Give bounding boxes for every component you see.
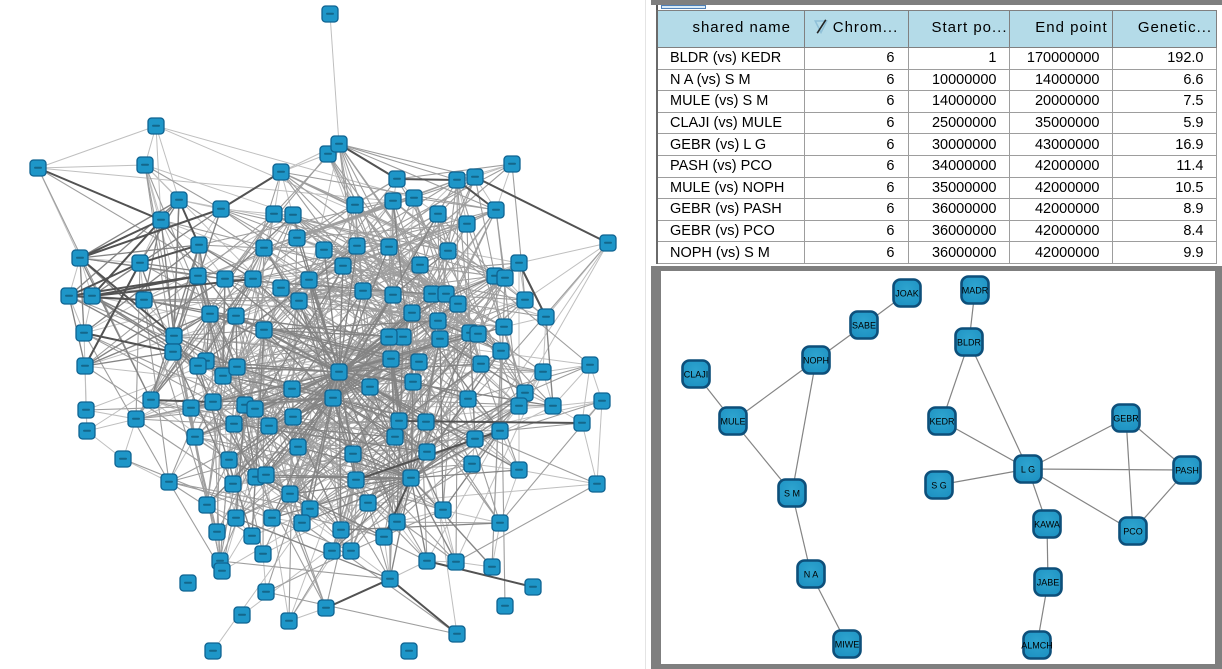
svg-text:MADR: MADR	[962, 286, 989, 296]
svg-text:CLAJI: CLAJI	[684, 370, 709, 380]
svg-text:NOPH: NOPH	[803, 356, 829, 366]
svg-text:S G: S G	[931, 481, 947, 491]
svg-text:KEDR: KEDR	[929, 417, 955, 427]
svg-text:JOAK: JOAK	[895, 289, 919, 299]
svg-text:L G: L G	[1021, 465, 1035, 475]
svg-text:PCO: PCO	[1123, 527, 1143, 537]
svg-text:MIWE: MIWE	[835, 640, 860, 650]
svg-text:KAWA: KAWA	[1034, 520, 1060, 530]
svg-text:BLDR: BLDR	[957, 338, 982, 348]
svg-text:GEBR: GEBR	[1113, 414, 1139, 424]
svg-text:MULE: MULE	[720, 417, 745, 427]
svg-text:S M: S M	[784, 489, 800, 499]
svg-text:PASH: PASH	[1175, 466, 1199, 476]
svg-text:SABE: SABE	[852, 321, 876, 331]
svg-text:ALMCH: ALMCH	[1021, 641, 1053, 651]
svg-text:N A: N A	[804, 570, 819, 580]
svg-text:JABE: JABE	[1037, 578, 1060, 588]
